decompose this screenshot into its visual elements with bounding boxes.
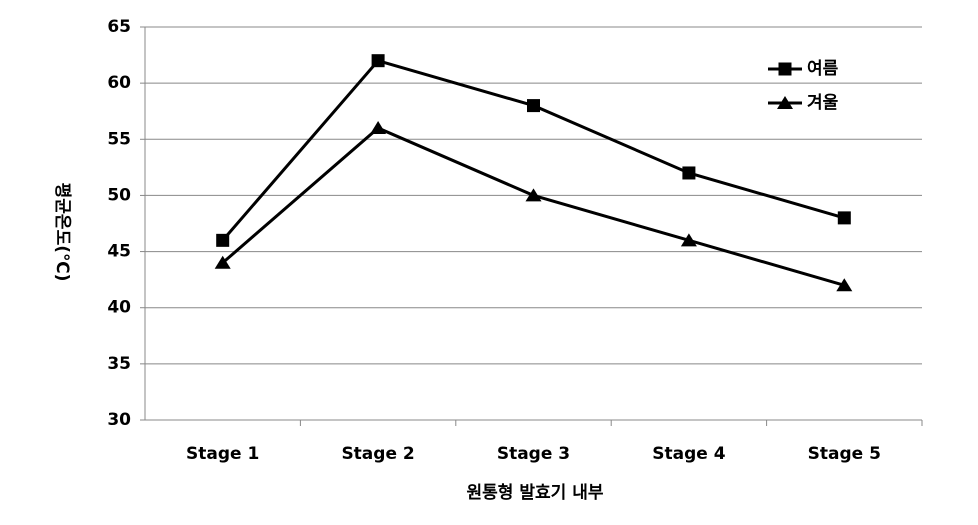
y-tick-label: 60 bbox=[107, 73, 131, 93]
y-tick-label: 65 bbox=[107, 17, 131, 37]
x-tick-label: Stage 2 bbox=[341, 444, 414, 464]
y-tick-label: 40 bbox=[107, 298, 131, 318]
y-tick-label: 45 bbox=[107, 242, 131, 262]
x-tick-label: Stage 1 bbox=[186, 444, 259, 464]
data-point bbox=[370, 121, 387, 135]
series-line bbox=[221, 58, 845, 242]
data-point bbox=[680, 233, 697, 247]
legend-marker bbox=[778, 62, 792, 76]
y-tick-label: 50 bbox=[107, 185, 131, 205]
legend-label: 여름 bbox=[807, 59, 839, 79]
x-tick-label: Stage 4 bbox=[652, 444, 725, 464]
data-point bbox=[837, 211, 851, 225]
y-tick-label: 30 bbox=[107, 410, 131, 430]
legend-marker bbox=[777, 96, 793, 109]
x-tick-label: Stage 3 bbox=[497, 444, 570, 464]
data-point bbox=[214, 255, 231, 269]
y-tick-label: 35 bbox=[107, 354, 131, 374]
data-point bbox=[836, 278, 853, 292]
x-tick-label: Stage 5 bbox=[808, 444, 881, 464]
series-line bbox=[221, 126, 845, 287]
data-point bbox=[682, 166, 696, 180]
data-point bbox=[527, 99, 540, 113]
y-axis-label: 평균온도(℃) bbox=[52, 183, 72, 282]
x-axis-label: 원통형 발효기 내부 bbox=[467, 482, 604, 503]
y-tick-label: 55 bbox=[107, 129, 131, 149]
legend-label: 겨울 bbox=[807, 93, 839, 113]
data-point bbox=[525, 188, 542, 202]
data-point bbox=[371, 54, 385, 68]
data-point bbox=[216, 233, 230, 247]
